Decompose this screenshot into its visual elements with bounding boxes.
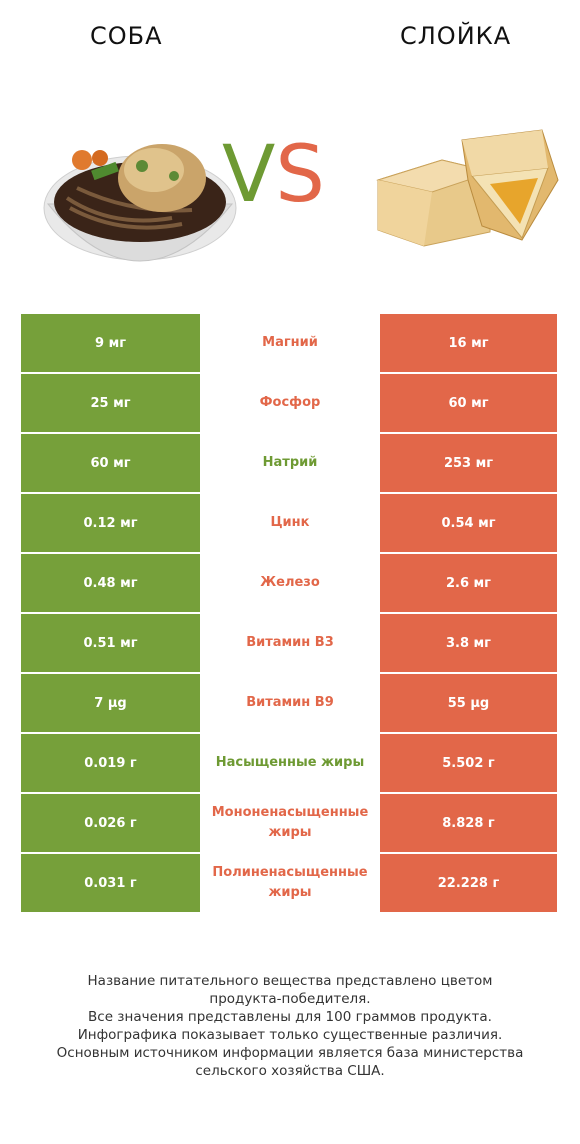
right-value-cell: 60 мг [380, 374, 557, 432]
right-value-cell: 22.228 г [380, 854, 557, 912]
table-row: 7 µg Витамин B9 55 µg [21, 674, 557, 732]
left-value-cell: 9 мг [21, 314, 200, 372]
left-value-cell: 0.48 мг [21, 554, 200, 612]
nutrient-name-cell: Полиненасыщенные жиры [202, 854, 378, 912]
right-value-cell: 2.6 мг [380, 554, 557, 612]
left-value-cell: 0.031 г [21, 854, 200, 912]
puff-pastry-image [376, 129, 559, 247]
nutrient-name-cell: Магний [202, 314, 378, 372]
right-value-cell: 55 µg [380, 674, 557, 732]
right-value-cell: 16 мг [380, 314, 557, 372]
footer-line: Основным источником информации является … [56, 1045, 524, 1061]
nutrient-name-cell: Цинк [202, 494, 378, 552]
right-value-cell: 8.828 г [380, 794, 557, 852]
nutrient-name-cell: Натрий [202, 434, 378, 492]
footer-line: Инфографика показывает только существенн… [77, 1027, 503, 1043]
table-row: 0.48 мг Железо 2.6 мг [21, 554, 557, 612]
footer-note: Название питательного вещества представл… [20, 972, 560, 1080]
left-value-cell: 0.019 г [21, 734, 200, 792]
left-food-title: СОБА [90, 22, 163, 50]
nutrient-name-cell: Витамин B9 [202, 674, 378, 732]
soba-bowl-image [43, 144, 237, 262]
table-row: 25 мг Фосфор 60 мг [21, 374, 557, 432]
footer-line: Название питательного вещества представл… [87, 973, 493, 989]
right-value-cell: 3.8 мг [380, 614, 557, 672]
table-row: 0.12 мг Цинк 0.54 мг [21, 494, 557, 552]
footer-line: Все значения представлены для 100 граммо… [88, 1009, 492, 1025]
nutrient-name-cell: Витамин B3 [202, 614, 378, 672]
vs-s-letter: S [275, 130, 325, 220]
table-row: 0.019 г Насыщенные жиры 5.502 г [21, 734, 557, 792]
nutrient-name-cell: Мононенасыщенные жиры [202, 794, 378, 852]
left-value-cell: 0.026 г [21, 794, 200, 852]
table-row: 0.031 г Полиненасыщенные жиры 22.228 г [21, 854, 557, 912]
footer-line: сельского хозяйства США. [195, 1063, 385, 1079]
left-value-cell: 25 мг [21, 374, 200, 432]
nutrient-name-cell: Фосфор [202, 374, 378, 432]
vs-v-letter: V [222, 130, 276, 220]
right-value-cell: 0.54 мг [380, 494, 557, 552]
table-row: 0.51 мг Витамин B3 3.8 мг [21, 614, 557, 672]
left-value-cell: 0.51 мг [21, 614, 200, 672]
left-value-cell: 0.12 мг [21, 494, 200, 552]
nutrient-name-cell: Насыщенные жиры [202, 734, 378, 792]
left-value-cell: 60 мг [21, 434, 200, 492]
right-value-cell: 253 мг [380, 434, 557, 492]
footer-line: продукта-победителя. [209, 991, 371, 1007]
nutrient-name-cell: Железо [202, 554, 378, 612]
right-value-cell: 5.502 г [380, 734, 557, 792]
versus-label: VS [222, 136, 325, 214]
table-row: 0.026 г Мононенасыщенные жиры 8.828 г [21, 794, 557, 852]
table-row: 60 мг Натрий 253 мг [21, 434, 557, 492]
left-value-cell: 7 µg [21, 674, 200, 732]
right-food-title: СЛОЙКА [400, 22, 512, 50]
table-row: 9 мг Магний 16 мг [21, 314, 557, 372]
nutrient-comparison-table: 9 мг Магний 16 мг 25 мг Фосфор 60 мг 60 мг Натр… [21, 314, 557, 914]
